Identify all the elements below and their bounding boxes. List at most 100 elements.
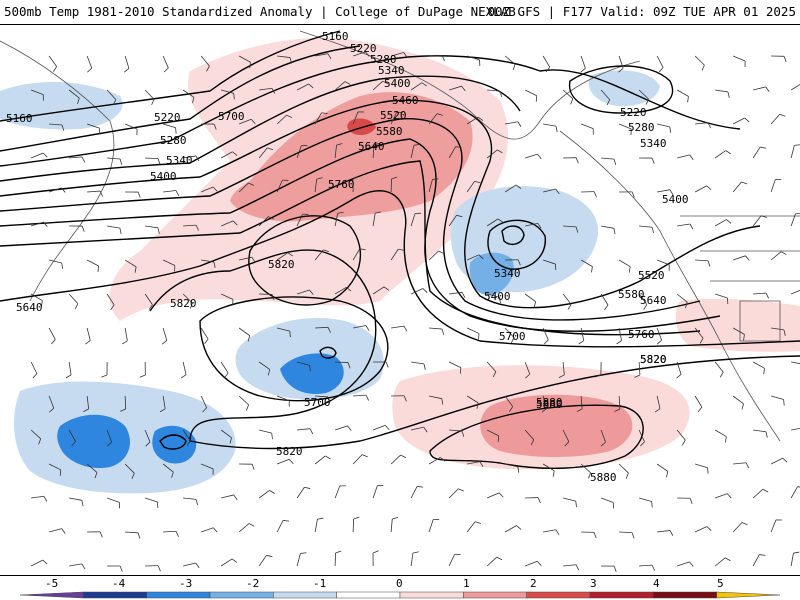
wind-barb-flag [163, 67, 169, 73]
wind-barb-flag [669, 530, 674, 536]
wind-barb-flag [570, 98, 574, 105]
wind-barb-flag [600, 441, 606, 447]
wind-barb [466, 521, 476, 533]
wind-barb-flag [327, 396, 331, 403]
wind-barb-flag [606, 99, 611, 106]
wind-barb-flag [347, 362, 351, 369]
wind-barb-flag [793, 551, 800, 554]
contour-5880 [429, 404, 644, 470]
colorbar-segment [653, 591, 717, 599]
wind-barb-flag [316, 177, 323, 180]
wind-barb [297, 428, 311, 431]
wind-barb [163, 190, 177, 193]
wind-barb-flag [267, 147, 274, 151]
colorbar-canvas: -5 -4 -3 -2 -1 0 1 2 3 4 5 [19, 577, 781, 599]
wind-barb-flag [151, 99, 155, 105]
wind-barb [428, 250, 439, 261]
wind-barb [106, 429, 113, 443]
wind-barb-flag [61, 262, 63, 270]
wind-barb-flag [245, 404, 249, 411]
wind-barb [732, 327, 745, 335]
wind-barb-flag [575, 501, 577, 508]
wind-barb-flag [643, 304, 648, 310]
wind-barb-flag [651, 501, 653, 508]
wind-barb-flag [614, 408, 621, 412]
wind-barb [86, 123, 100, 129]
contour-5160 [0, 30, 341, 122]
wind-barb [314, 112, 322, 125]
wind-barb-flag [432, 178, 439, 180]
wind-barb-flag [423, 363, 426, 370]
wind-barb [314, 249, 324, 261]
wind-barb [200, 327, 209, 340]
wind-barb [732, 395, 744, 405]
wind-barb [714, 493, 728, 499]
wind-barb-flag [782, 457, 788, 463]
wind-barb-flag [325, 455, 331, 460]
wind-barb [124, 395, 127, 410]
wind-barb [618, 327, 622, 341]
wind-barb [200, 186, 214, 193]
wind-barb-flag [41, 300, 43, 307]
wind-barb [770, 251, 782, 261]
wind-barb-flag [762, 488, 769, 493]
wind-barb [352, 111, 359, 125]
wind-barb-flag [687, 96, 689, 103]
contour-label: 5700 [218, 110, 245, 123]
wind-barb [162, 55, 169, 69]
wind-barb-flag [499, 297, 501, 304]
wind-barb [543, 529, 556, 533]
wind-barb [676, 293, 688, 303]
contour-label: 5400 [384, 77, 411, 90]
wind-barb [562, 429, 570, 442]
wind-barb-flag [651, 227, 655, 234]
contour-label: 5820 [640, 353, 667, 366]
wind-barb-flag [412, 551, 419, 554]
wind-barb-flag [204, 338, 209, 345]
wind-barb [124, 55, 130, 69]
contour-label: 5760 [328, 178, 355, 191]
wind-barb [466, 254, 480, 261]
weather-map: 5160 5220 5280 5340 5400 5460 5520 5580 … [0, 24, 800, 576]
wind-barb-flag [384, 425, 390, 431]
wind-barb-flag [724, 557, 731, 562]
wind-barb [238, 55, 251, 63]
contour-ne-low [568, 65, 674, 114]
contour-label: 5280 [628, 121, 655, 134]
contour-label: 5520 [638, 269, 665, 282]
wind-barb [410, 213, 416, 227]
wind-barb-flag [81, 225, 85, 232]
wind-barb-flag [110, 304, 115, 311]
colorbar-segment [273, 591, 337, 599]
wind-barb [732, 255, 746, 261]
wind-barb [86, 395, 90, 409]
wind-barb-flag [288, 459, 294, 465]
wind-barb-flag [271, 433, 273, 440]
wind-barb [656, 259, 670, 266]
wind-barb [639, 225, 653, 228]
wind-barb-flag [346, 287, 352, 292]
wind-barb [353, 394, 367, 397]
wind-barb [638, 429, 645, 443]
wind-barb [183, 497, 197, 500]
wind-barb-flag [535, 95, 538, 102]
contour-5760 [248, 215, 362, 306]
coastlines [0, 30, 800, 442]
wind-barb [200, 463, 214, 470]
wind-barb [600, 429, 606, 443]
wind-barb-flag [537, 153, 542, 160]
wind-barb-flag [398, 248, 405, 251]
wind-barb-flag [745, 462, 750, 469]
colorbar-tick-label: 0 [396, 577, 403, 590]
wind-barb-flag [458, 488, 464, 492]
wind-barb [410, 486, 418, 499]
wind-barb [504, 395, 514, 407]
wind-barb [145, 157, 159, 160]
wind-barb [771, 327, 785, 331]
wind-barb-flag [361, 454, 368, 458]
wind-barb-flag [760, 146, 767, 149]
wind-barb [656, 327, 662, 341]
wind-barb-flag [148, 304, 153, 310]
contour-5220 [0, 45, 361, 152]
wind-barb [504, 55, 516, 65]
